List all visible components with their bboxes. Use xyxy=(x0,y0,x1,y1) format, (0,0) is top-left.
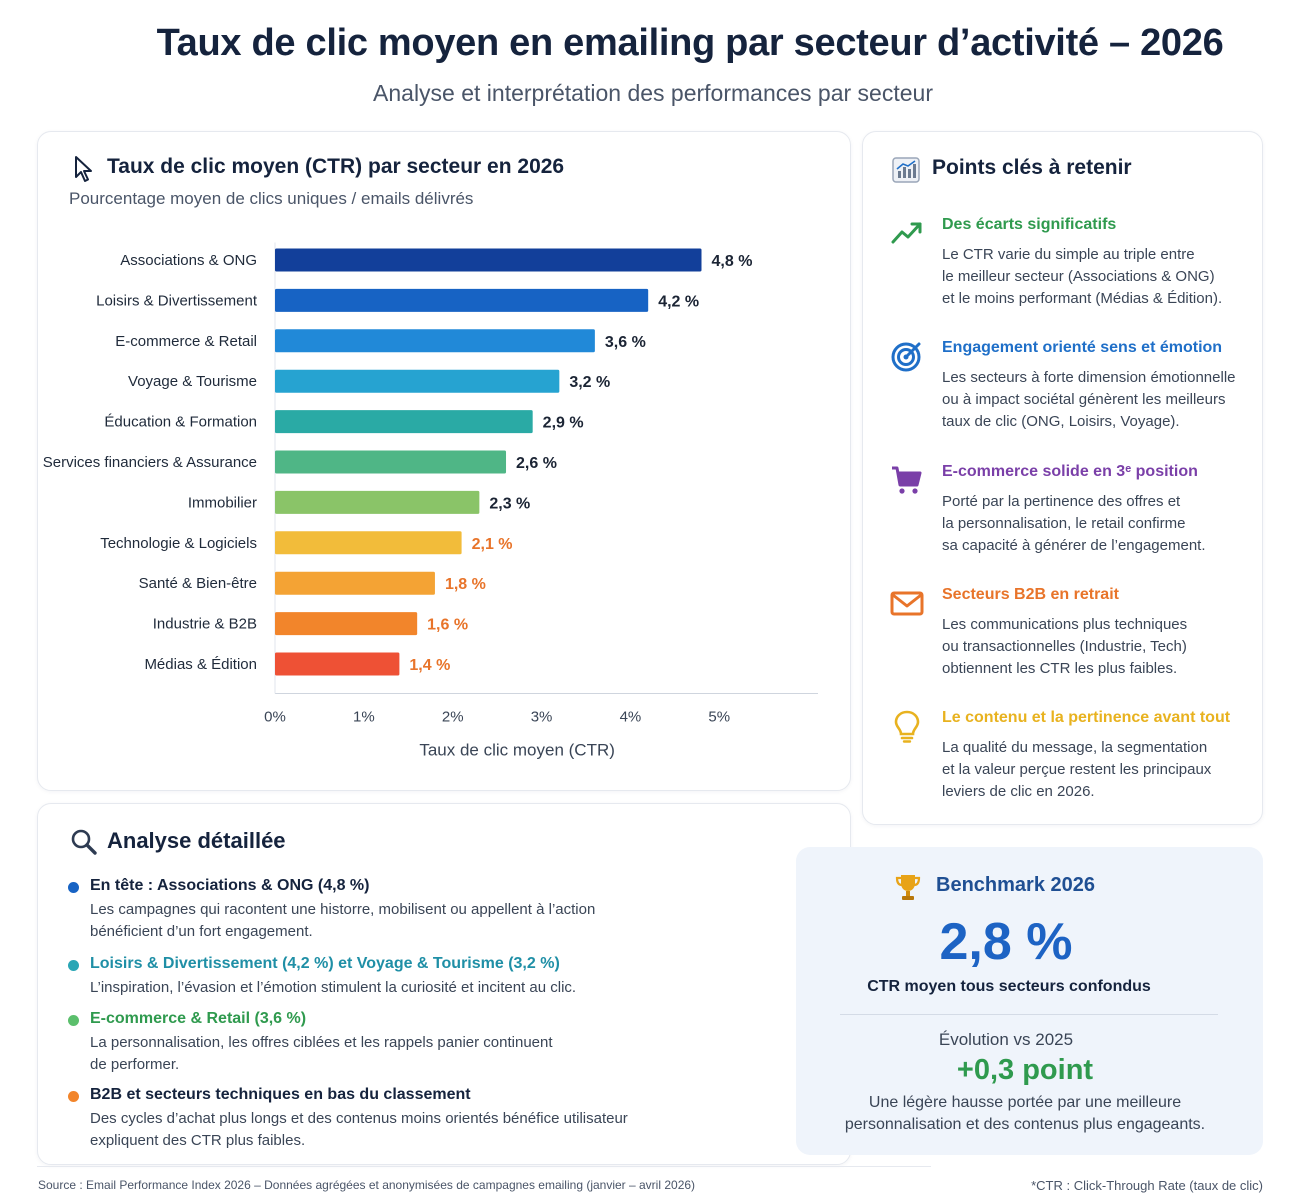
key-point-text: La qualité du message, la segmentation e… xyxy=(942,739,1212,800)
target-icon xyxy=(890,339,924,373)
page-title: Taux de clic moyen en emailing par secte… xyxy=(156,22,1224,64)
analysis-heading: Loisirs & Divertissement (4,2 %) et Voya… xyxy=(90,955,560,972)
footer-divider xyxy=(37,1166,931,1167)
key-point: Des écarts significatifs Le CTR varie du … xyxy=(890,216,1250,316)
value-label: 1,4 % xyxy=(409,657,450,674)
bar xyxy=(275,531,462,555)
evolution-label: Évolution vs 2025 xyxy=(938,1030,1074,1049)
chart-icon xyxy=(892,157,920,183)
category-label: Santé & Bien-être xyxy=(139,575,257,592)
analysis-heading: E-commerce & Retail (3,6 %) xyxy=(90,1010,307,1027)
x-tick-label: 0% xyxy=(264,709,286,726)
key-point: E-commerce solide en 3ᵉ position Porté pa… xyxy=(890,463,1250,563)
key-point-text: Le CTR varie du simple au triple entre l… xyxy=(942,246,1223,307)
cursor-icon xyxy=(75,156,92,182)
bullet-dot xyxy=(68,1091,79,1102)
bullet-dot xyxy=(68,1015,79,1026)
trophy-icon xyxy=(895,875,921,900)
analyse-card xyxy=(37,803,851,1165)
key-point-text: Les communications plus techniques ou tr… xyxy=(942,616,1188,677)
bar xyxy=(275,248,702,272)
analysis-text: Des cycles d’achat plus longs et des con… xyxy=(90,1110,628,1149)
key-point-title: Le contenu et la pertinence avant tout xyxy=(942,709,1231,726)
value-label: 2,9 % xyxy=(543,415,584,432)
value-label: 3,2 % xyxy=(569,374,610,391)
key-point-title: Engagement orienté sens et émotion xyxy=(942,339,1223,356)
benchmark-divider xyxy=(840,1014,1218,1015)
x-tick-label: 1% xyxy=(353,709,375,726)
value-label: 1,8 % xyxy=(445,576,486,593)
analysis-text: L’inspiration, l’évasion et l’émotion st… xyxy=(90,979,577,996)
analyse-title: Analyse détaillée xyxy=(107,828,286,853)
bar xyxy=(275,490,480,514)
x-axis-label: Taux de clic moyen (CTR) xyxy=(419,741,615,760)
value-label: 1,6 % xyxy=(427,617,468,634)
key-point-text: Porté par la pertinence des offres et la… xyxy=(942,493,1206,554)
chart-subtitle: Pourcentage moyen de clics uniques / ema… xyxy=(69,189,474,208)
x-tick-label: 5% xyxy=(708,709,730,726)
key-point-text: Les secteurs à forte dimension émotionne… xyxy=(942,369,1236,430)
key-point: Secteurs B2B en retrait Les communication… xyxy=(890,586,1250,686)
trend-up-icon xyxy=(890,216,924,250)
category-label: Loisirs & Divertissement xyxy=(96,292,258,309)
analysis-heading: En tête : Associations & ONG (4,8 %) xyxy=(90,877,370,894)
benchmark-value: 2,8 % xyxy=(939,913,1073,971)
key-point: Engagement orienté sens et émotion Les se… xyxy=(890,339,1250,439)
points-card xyxy=(862,131,1263,825)
category-label: Médias & Édition xyxy=(144,656,257,673)
page-subtitle: Analyse et interprétation des performanc… xyxy=(373,80,933,106)
chart-title: Taux de clic moyen (CTR) par secteur en … xyxy=(107,155,565,178)
analysis-heading: B2B et secteurs techniques en bas du cla… xyxy=(90,1086,471,1103)
footer-note: *CTR : Click-Through Rate (taux de clic) xyxy=(1031,1178,1263,1193)
category-label: Voyage & Tourisme xyxy=(128,373,257,390)
value-label: 4,8 % xyxy=(712,253,753,270)
search-icon xyxy=(71,829,97,855)
value-label: 2,3 % xyxy=(489,495,530,512)
benchmark-title: Benchmark 2026 xyxy=(936,874,1095,896)
category-label: Technologie & Logiciels xyxy=(100,535,257,552)
bullet-dot xyxy=(68,882,79,893)
category-label: Industrie & B2B xyxy=(153,616,257,633)
bar xyxy=(275,571,435,595)
x-tick-label: 2% xyxy=(442,709,464,726)
bullet-dot xyxy=(68,960,79,971)
category-label: E-commerce & Retail xyxy=(115,333,257,350)
key-point-title: Des écarts significatifs xyxy=(942,216,1117,233)
benchmark-card xyxy=(796,847,1263,1155)
bar-chart: Associations & ONG 4,8 % Loisirs & Diverti… xyxy=(43,242,818,760)
footer-source: Source : Email Performance Index 2026 – … xyxy=(38,1178,696,1192)
points-title: Points clés à retenir xyxy=(932,156,1132,179)
x-tick-label: 3% xyxy=(531,709,553,726)
value-label: 4,2 % xyxy=(658,293,699,310)
mail-icon xyxy=(890,586,924,620)
key-point-title: E-commerce solide en 3ᵉ position xyxy=(942,463,1198,480)
bar xyxy=(275,652,400,676)
analysis-text: La personnalisation, les offres ciblées … xyxy=(90,1034,553,1073)
evolution-text: Une légère hausse portée par une meilleu… xyxy=(844,1094,1206,1133)
bar xyxy=(275,288,649,312)
value-label: 2,1 % xyxy=(472,536,513,553)
bar xyxy=(275,450,507,474)
category-label: Éducation & Formation xyxy=(104,414,257,431)
analysis-text: Les campagnes qui racontent une historre… xyxy=(90,901,596,940)
category-label: Services financiers & Assurance xyxy=(43,454,257,471)
bar xyxy=(275,329,595,353)
category-label: Immobilier xyxy=(188,494,257,511)
evolution-value: +0,3 point xyxy=(956,1054,1094,1086)
benchmark-label: CTR moyen tous secteurs confondus xyxy=(867,978,1151,995)
key-point: Le contenu et la pertinence avant tout La… xyxy=(890,709,1250,809)
value-label: 2,6 % xyxy=(516,455,557,472)
bar xyxy=(275,612,418,636)
category-label: Associations & ONG xyxy=(120,252,257,269)
value-label: 3,6 % xyxy=(605,334,646,351)
lightbulb-icon xyxy=(890,709,924,743)
bar xyxy=(275,369,560,393)
x-tick-label: 4% xyxy=(620,709,642,726)
bar xyxy=(275,410,533,434)
cart-icon xyxy=(890,463,924,497)
key-point-title: Secteurs B2B en retrait xyxy=(942,586,1119,603)
